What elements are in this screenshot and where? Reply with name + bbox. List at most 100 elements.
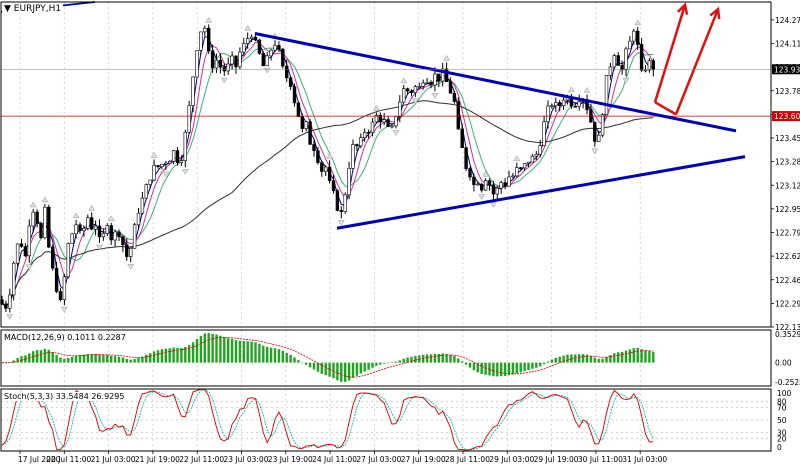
candle-body — [394, 116, 398, 127]
macd-bar — [441, 353, 444, 363]
projection-arrows — [653, 2, 721, 116]
candle-body — [378, 114, 382, 123]
arrow-head — [709, 6, 721, 20]
fractal-down-marker — [220, 77, 228, 84]
candle-body — [550, 105, 554, 107]
fractal-up-marker — [513, 155, 521, 161]
candle-body — [651, 60, 656, 71]
time-tick-label: 31 Jul 03:00 — [622, 455, 667, 464]
candle-body — [503, 182, 507, 187]
candle-body — [409, 90, 414, 93]
symbol-title-text: EURJPY,H1 — [13, 4, 62, 14]
candle-body — [265, 55, 269, 67]
macd-bar — [503, 362, 507, 376]
candle-body — [526, 161, 531, 164]
candle-body — [50, 246, 55, 269]
projection-arrow-up — [674, 8, 720, 115]
fractal-down-marker — [25, 264, 33, 271]
macd-bar — [597, 358, 600, 363]
fractal-down-marker — [181, 169, 189, 175]
macd-bar — [172, 347, 175, 363]
level-price-label: 123.603 — [774, 112, 800, 121]
level-price-tag — [772, 111, 800, 122]
macd-bar — [262, 345, 265, 363]
macd-bar — [640, 349, 643, 363]
macd-bar — [562, 355, 565, 363]
time-tick-label: 21 Jul 19:00 — [135, 455, 180, 464]
candle-body — [359, 137, 363, 147]
fractal-down-marker — [431, 93, 439, 99]
candle-body — [347, 168, 351, 196]
macd-bar — [188, 345, 191, 363]
macd-bar — [375, 362, 378, 366]
macd-bar — [585, 354, 589, 363]
macd-bar — [648, 351, 651, 363]
macd-bar — [531, 362, 534, 369]
candle-body — [191, 76, 195, 106]
macd-bar — [273, 348, 277, 363]
fractal-up-marker — [443, 54, 451, 61]
fractal-up-marker — [400, 77, 408, 84]
macd-bar — [558, 356, 561, 363]
macd-bar — [386, 362, 390, 364]
macd-bar — [542, 362, 546, 365]
candle-body — [156, 165, 160, 167]
candle-body — [246, 38, 250, 44]
candle-body — [561, 99, 566, 107]
candle-body — [331, 180, 336, 192]
price-tick-label: 122.460 — [775, 276, 800, 285]
time-tick-label: 24 Jul 11:00 — [312, 455, 357, 464]
macd-bar — [589, 355, 593, 363]
candle-body — [144, 184, 148, 199]
candle-body — [195, 50, 199, 78]
candle-body — [355, 144, 359, 147]
candle-body — [538, 145, 542, 155]
price-tick-label: 123.450 — [775, 134, 800, 143]
candle-body — [109, 225, 113, 241]
macd-bar — [137, 358, 140, 363]
candle-body — [199, 31, 203, 51]
candle-body — [316, 150, 320, 163]
price-tick-label: 122.955 — [775, 205, 800, 214]
macd-bar — [227, 338, 230, 363]
candle-body — [456, 101, 460, 130]
fractal-up-marker — [244, 24, 252, 31]
macd-bar — [215, 334, 218, 363]
stoch-label: Stoch(5,3,3) 33.5484 26.9295 — [3, 392, 126, 401]
candle-body — [214, 59, 219, 69]
arrow-head — [676, 2, 689, 15]
macd-bar — [113, 356, 117, 363]
candle-body — [362, 132, 367, 139]
macd-bar — [90, 353, 93, 363]
candle-body — [534, 153, 539, 157]
candle-body — [511, 175, 515, 178]
macd-bar — [480, 362, 483, 374]
macd-bar — [207, 333, 210, 363]
candle-body — [74, 224, 78, 235]
macd-bar — [324, 362, 327, 376]
macd-tick-label: 0.3529 — [775, 330, 800, 339]
candle-body — [101, 233, 106, 238]
macd-bar — [94, 353, 97, 363]
fractal-up-marker — [150, 151, 158, 158]
macd-bar — [464, 362, 468, 365]
pane-frame — [0, 329, 772, 387]
macd-bar — [472, 362, 476, 371]
candle-body — [39, 223, 43, 239]
fractal-down-marker — [96, 244, 103, 251]
candle-body — [304, 121, 308, 129]
macd-bar — [468, 362, 472, 368]
macd-bar — [191, 342, 195, 363]
candle-body — [269, 49, 273, 57]
candle-body — [54, 267, 59, 292]
candle-body — [296, 102, 301, 117]
time-tick-label: 29 Jul 03:00 — [489, 455, 534, 464]
macd-bar — [164, 348, 167, 363]
candle-body — [417, 86, 421, 88]
candle-body — [608, 66, 613, 76]
candle-body — [327, 166, 332, 181]
candle-body — [175, 150, 180, 163]
candle-body — [78, 224, 82, 231]
macd-bar — [176, 347, 179, 363]
